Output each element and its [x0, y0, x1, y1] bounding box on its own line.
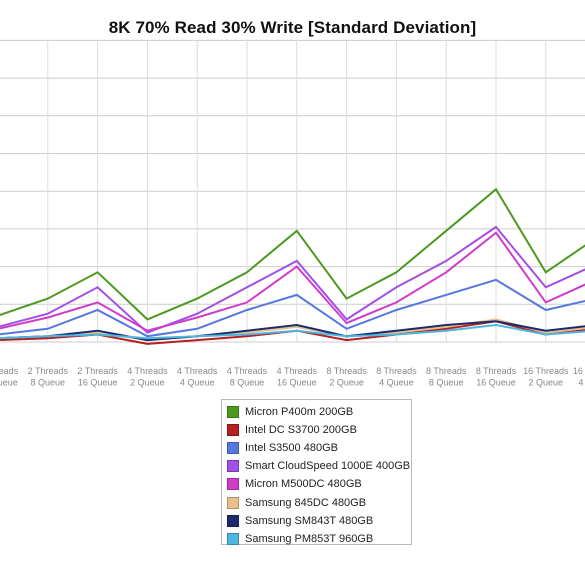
legend-swatch [227, 460, 239, 473]
legend-label: Intel DC S3700 200GB [245, 424, 357, 437]
series-line-3 [0, 278, 585, 338]
legend-swatch [227, 442, 239, 455]
x-tick-label: 4 Threads 4 Queue [177, 366, 218, 388]
series-line-6 [0, 318, 585, 342]
x-tick-label: 2 Threads 8 Queue [28, 366, 69, 388]
chart-title: 8K 70% Read 30% Write [Standard Deviatio… [108, 18, 477, 37]
series-lines [0, 187, 585, 345]
legend-item: Smart CloudSpeed 1000E 400GB [227, 457, 411, 475]
x-tick-label: 4 Threads 2 Queue [127, 366, 168, 388]
legend-swatch [227, 406, 239, 419]
legend-label: Samsung PM853T 960GB [245, 532, 374, 545]
legend-item: Micron P400m 200GB [227, 403, 411, 421]
legend-item: Samsung SM843T 480GB [227, 512, 411, 530]
legend-item: Samsung PM853T 960GB [227, 530, 411, 548]
legend-label: Samsung 845DC 480GB [245, 496, 367, 509]
legend-item: Intel DC S3700 200GB [227, 421, 411, 439]
x-tick-label: 8 Threads 2 Queue [326, 366, 367, 388]
series-line-7 [0, 320, 585, 342]
legend-label: Samsung SM843T 480GB [245, 514, 374, 527]
series-line-8 [0, 323, 585, 340]
legend-item: Intel S3500 480GB [227, 439, 411, 457]
series-line-1 [0, 187, 585, 321]
x-tick-label: 8 Threads 16 Queue [476, 366, 517, 388]
legend-label: Micron M500DC 480GB [245, 478, 362, 491]
x-tick-label: 8 Threads 4 Queue [376, 366, 417, 388]
grid [0, 39, 585, 343]
x-tick-label: 8 Threads 8 Queue [426, 366, 467, 388]
legend-item: Micron M500DC 480GB [227, 475, 411, 493]
series-line-5 [0, 231, 585, 332]
legend: Micron P400m 200GB Intel DC S3700 200GB In… [221, 399, 412, 545]
x-tick-label: 4 Threads 8 Queue [227, 366, 268, 388]
legend-swatch [227, 424, 239, 437]
x-tick-label: 4 Threads 16 Queue [277, 366, 318, 388]
legend-swatch [227, 532, 239, 545]
x-tick-label: 16 Threads 2 Queue [523, 366, 569, 388]
legend-swatch [227, 478, 239, 491]
legend-item: Samsung 845DC 480GB [227, 493, 411, 511]
series-line-4 [0, 225, 585, 334]
legend-label: Smart CloudSpeed 1000E 400GB [245, 460, 411, 473]
legend-swatch [227, 496, 239, 509]
legend-label: Intel S3500 480GB [245, 442, 338, 455]
legend-swatch [227, 514, 239, 527]
legend-label: Micron P400m 200GB [245, 406, 354, 419]
x-tick-label: 2 Threads 16 Queue [77, 366, 118, 388]
